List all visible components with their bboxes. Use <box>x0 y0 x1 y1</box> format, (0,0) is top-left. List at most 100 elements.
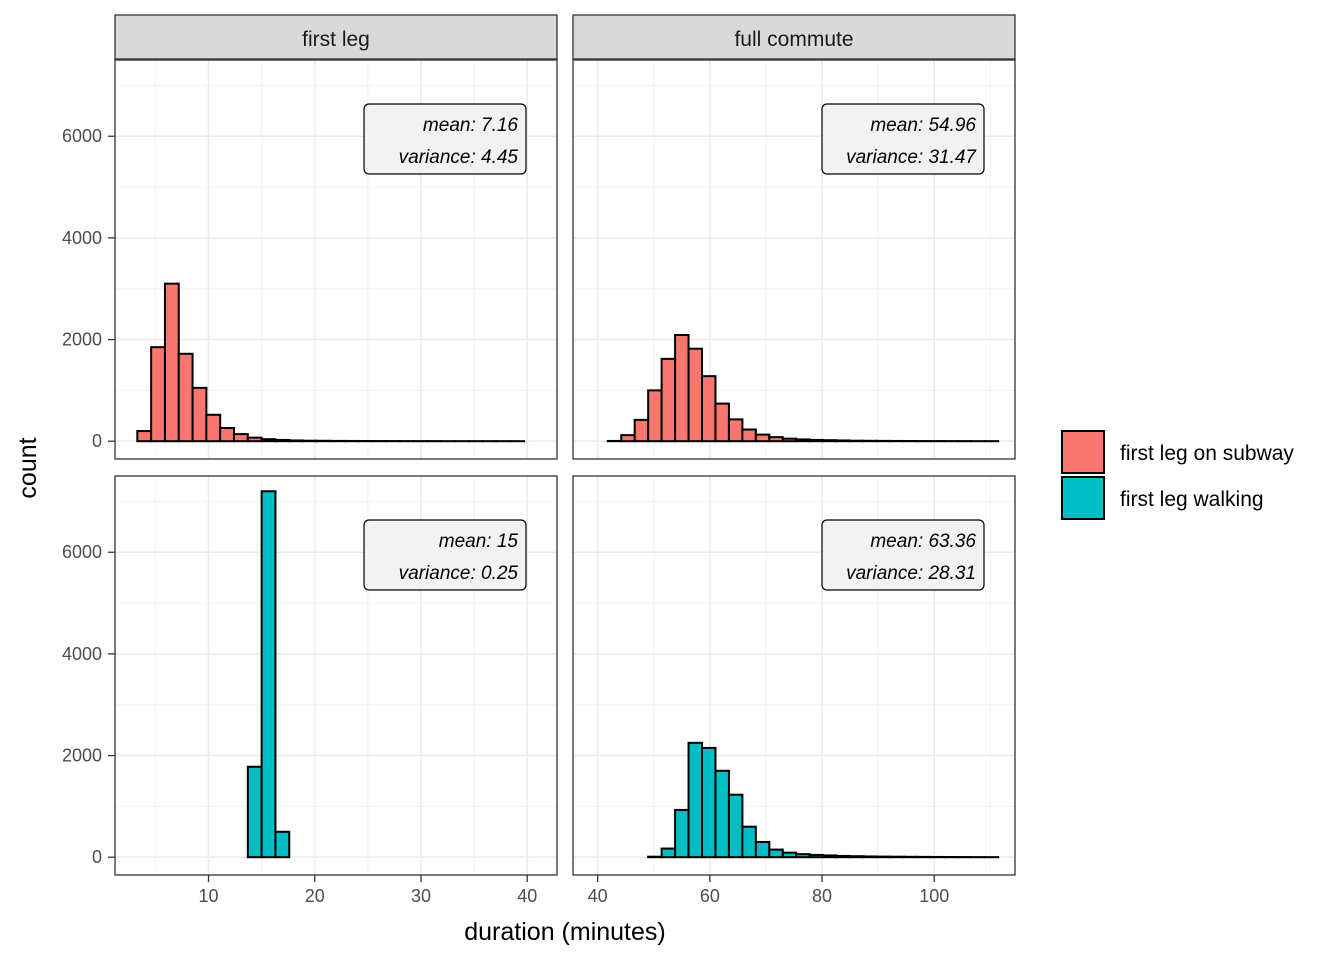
histogram-bar <box>687 741 704 859</box>
legend: first leg on subway first leg walking <box>1061 430 1294 520</box>
panel-subway-full-commute: mean: 54.96 variance: 31.47 <box>572 59 1016 460</box>
histogram-bar <box>660 847 677 859</box>
histogram-bar <box>633 418 650 443</box>
histogram-bar <box>260 438 277 443</box>
histogram-bar <box>822 854 838 859</box>
x-tick-label: 80 <box>812 886 832 906</box>
y-axes: 0 2000 4000 6000 0 2000 4000 6000 <box>62 126 115 867</box>
strip-label-full-commute: full commute <box>734 28 853 51</box>
histogram-bar <box>674 333 690 443</box>
histogram-bar <box>191 386 208 443</box>
histogram-bar <box>822 439 838 443</box>
histogram-bar <box>768 436 784 443</box>
histogram-bar <box>714 402 730 443</box>
y-tick-label: 2000 <box>62 746 102 766</box>
stats-label-box <box>363 103 527 175</box>
stats-variance-label: variance: 0.25 <box>399 563 519 584</box>
histogram-bar <box>768 848 784 859</box>
histogram-bar <box>849 855 865 859</box>
histogram-bar <box>701 375 717 443</box>
histogram-bar <box>302 439 318 443</box>
histogram-bar <box>754 433 771 443</box>
legend-key-subway <box>1061 430 1105 474</box>
y-tick-label: 0 <box>92 847 102 867</box>
histogram-bar <box>246 765 263 859</box>
panel-border <box>572 59 1016 460</box>
y-axis-title: count <box>14 437 42 498</box>
legend-label-walking: first leg walking <box>1120 488 1264 511</box>
histogram-bar <box>274 438 291 443</box>
panel-border <box>572 475 1016 876</box>
stats-variance-label: variance: 4.45 <box>399 147 519 168</box>
panel-border <box>114 475 558 876</box>
y-tick-label: 2000 <box>62 330 102 350</box>
histogram-bar <box>714 769 730 859</box>
y-tick-label: 4000 <box>62 228 102 248</box>
histogram-bar <box>136 430 153 443</box>
y-tick-label: 6000 <box>62 126 102 146</box>
strip-full-commute <box>572 14 1016 60</box>
strip-first-leg <box>114 14 558 60</box>
facet-strips: first leg full commute <box>114 14 1016 60</box>
histogram-bar <box>246 436 263 443</box>
y-tick-label: 4000 <box>62 644 102 664</box>
y-tick-label: 0 <box>92 431 102 451</box>
histogram-bar <box>274 830 291 859</box>
stats-label-box <box>821 519 985 591</box>
histogram-bar <box>701 746 717 859</box>
histogram-bar <box>205 413 222 443</box>
histogram-bar <box>660 357 677 443</box>
strip-label-first-leg: first leg <box>302 28 370 51</box>
histogram-bar <box>674 808 690 859</box>
x-axes: 10 20 30 40 40 60 80 100 <box>198 875 949 906</box>
histogram-bar <box>835 854 852 859</box>
histogram-bar <box>741 428 757 443</box>
stats-label-box <box>821 103 985 175</box>
x-tick-label: 30 <box>411 886 431 906</box>
panel-subway-first-leg: mean: 7.16 variance: 4.45 <box>114 59 558 460</box>
histogram-bar <box>620 434 636 443</box>
histogram-bar <box>233 433 249 443</box>
histogram-bar <box>150 346 166 443</box>
panel-walking-full-commute: mean: 63.36 variance: 28.31 <box>572 475 1016 876</box>
stats-variance-label: variance: 28.31 <box>846 563 976 584</box>
histogram-bar <box>808 438 825 443</box>
histogram-bar <box>781 437 798 443</box>
x-tick-label: 100 <box>919 886 949 906</box>
stats-mean-label: mean: 54.96 <box>870 115 976 136</box>
histogram-bar <box>795 853 811 859</box>
panel-walking-first-leg: mean: 15 variance: 0.25 <box>114 475 558 876</box>
histogram-bar <box>687 347 704 443</box>
stats-variance-label: variance: 31.47 <box>846 147 977 168</box>
histogram-bar <box>849 439 865 443</box>
histogram-bar <box>288 439 305 443</box>
stats-label-box <box>363 519 527 591</box>
histogram-bar <box>219 426 235 443</box>
histogram-bar <box>647 855 663 859</box>
histogram-bar <box>876 855 892 859</box>
stats-mean-label: mean: 63.36 <box>870 531 976 552</box>
stats-mean-label: mean: 15 <box>439 531 519 552</box>
y-tick-label: 6000 <box>62 542 102 562</box>
x-tick-label: 40 <box>588 886 608 906</box>
histogram-bar <box>835 439 852 443</box>
histogram-bar <box>741 825 757 859</box>
x-tick-label: 40 <box>517 886 537 906</box>
histogram-bar <box>889 855 905 859</box>
histogram-bar <box>808 853 825 859</box>
histogram-bar <box>647 389 663 443</box>
x-axis-title: duration (minutes) <box>464 918 665 946</box>
histogram-bar <box>754 840 771 859</box>
legend-key-walking <box>1061 476 1105 520</box>
histogram-bar <box>260 490 277 859</box>
legend-label-subway: first leg on subway <box>1120 442 1294 465</box>
x-tick-label: 60 <box>700 886 720 906</box>
histogram-bar <box>862 855 879 859</box>
histogram-bar <box>795 438 811 443</box>
histogram-bar <box>163 282 180 443</box>
x-tick-label: 20 <box>305 886 325 906</box>
histogram-bar <box>727 418 744 443</box>
x-tick-label: 10 <box>198 886 218 906</box>
histogram-bar <box>727 793 744 859</box>
